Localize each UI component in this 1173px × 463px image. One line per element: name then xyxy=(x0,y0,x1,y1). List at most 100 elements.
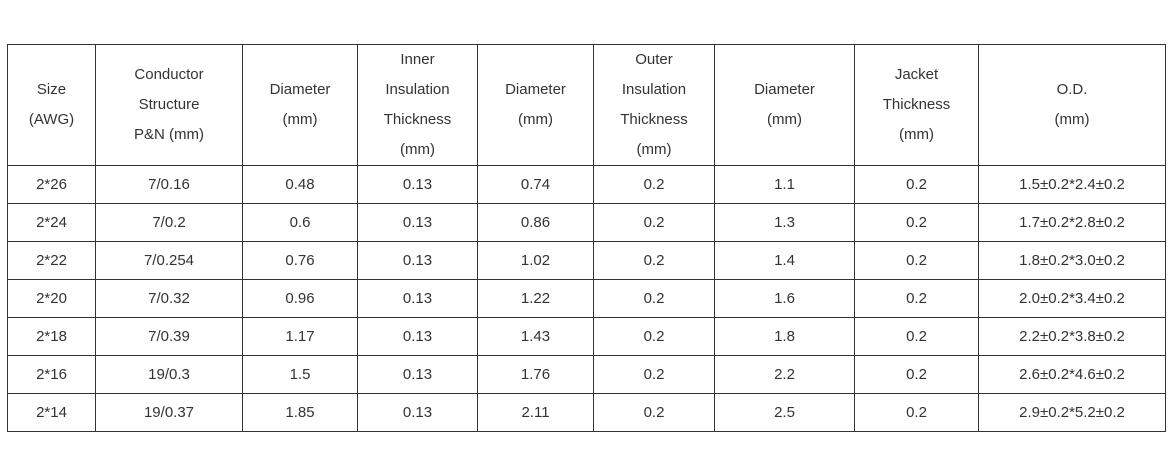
header-line: (mm) xyxy=(400,141,435,158)
header-cell: Diameter (mm) xyxy=(242,44,358,166)
table-row: 2*18 7/0.39 1.17 0.13 1.43 0.2 1.8 0.2 2.2±0.2*3… xyxy=(7,317,1166,356)
header-line: (mm) xyxy=(636,141,672,158)
header-line: O.D. xyxy=(1056,81,1088,98)
table-cell: 2*16 xyxy=(7,355,96,394)
table-cell: 0.2 xyxy=(593,241,715,280)
table-cell: 1.8 xyxy=(714,317,855,356)
table-cell: 0.74 xyxy=(477,165,594,204)
table-body: 2*26 7/0.16 0.48 0.13 0.74 0.2 1.1 0.2 1.5±0.2*2… xyxy=(7,165,1166,432)
table-cell: 0.2 xyxy=(593,165,715,204)
header-cell: Size (AWG) xyxy=(7,44,96,166)
table-cell: 0.2 xyxy=(593,203,715,242)
header-cell: Outer Insulation Thickness (mm) xyxy=(593,44,715,166)
table-cell: 2*22 xyxy=(7,241,96,280)
header-line: (mm) xyxy=(1054,111,1090,128)
header-line: Conductor xyxy=(134,66,204,83)
header-line: Insulation xyxy=(621,81,687,98)
header-cell: Jacket Thickness (mm) xyxy=(854,44,979,166)
header-line: Jacket xyxy=(894,66,939,83)
table-cell: 0.2 xyxy=(854,203,979,242)
header-line: Diameter xyxy=(505,81,566,98)
table-cell: 1.3 xyxy=(714,203,855,242)
table-cell: 0.2 xyxy=(593,279,715,318)
table-cell: 2*24 xyxy=(7,203,96,242)
header-line: Inner xyxy=(400,51,435,68)
table-cell: 19/0.37 xyxy=(95,393,243,432)
table-row: 2*26 7/0.16 0.48 0.13 0.74 0.2 1.1 0.2 1.5±0.2*2… xyxy=(7,165,1166,204)
header-line: Thickness xyxy=(882,96,951,113)
table-cell: 2.11 xyxy=(477,393,594,432)
table-cell: 7/0.32 xyxy=(95,279,243,318)
header-cell: Diameter (mm) xyxy=(477,44,594,166)
table-row: 2*16 19/0.3 1.5 0.13 1.76 0.2 2.2 0.2 2.6±0.2*4.… xyxy=(7,355,1166,394)
table-cell: 1.6 xyxy=(714,279,855,318)
header-cell: Conductor Structure P&N (mm) xyxy=(95,44,243,166)
header-line: Insulation xyxy=(385,81,450,98)
table-cell: 0.2 xyxy=(593,393,715,432)
header-line: (mm) xyxy=(899,126,934,143)
table-cell: 7/0.16 xyxy=(95,165,243,204)
table-cell: 1.76 xyxy=(477,355,594,394)
table-cell: 0.2 xyxy=(854,279,979,318)
table-cell: 7/0.254 xyxy=(95,241,243,280)
table-cell: 1.22 xyxy=(477,279,594,318)
table-cell: 0.13 xyxy=(357,241,478,280)
table-cell: 0.76 xyxy=(242,241,358,280)
table-header: Size (AWG) Conductor Structure P&N (mm) Diame… xyxy=(7,44,1166,166)
header-line: (mm) xyxy=(282,111,318,128)
table-row: 2*24 7/0.2 0.6 0.13 0.86 0.2 1.3 0.2 1.7±0.2*2.8… xyxy=(7,203,1166,242)
header-line: Thickness xyxy=(620,111,688,128)
header-line: Structure xyxy=(138,96,200,113)
table-cell: 0.13 xyxy=(357,355,478,394)
table-cell: 1.1 xyxy=(714,165,855,204)
table-cell: 19/0.3 xyxy=(95,355,243,394)
header-line: (mm) xyxy=(518,111,553,128)
table-cell: 0.13 xyxy=(357,279,478,318)
table-cell: 0.48 xyxy=(242,165,358,204)
table-cell: 1.5 xyxy=(242,355,358,394)
table-row: 2*14 19/0.37 1.85 0.13 2.11 0.2 2.5 0.2 2.9±0.2*… xyxy=(7,393,1166,432)
header-cell: Inner Insulation Thickness (mm) xyxy=(357,44,478,166)
table-cell: 1.85 xyxy=(242,393,358,432)
header-line: (AWG) xyxy=(28,111,75,128)
table-cell: 7/0.2 xyxy=(95,203,243,242)
table-cell: 1.8±0.2*3.0±0.2 xyxy=(978,241,1166,280)
table-cell: 0.13 xyxy=(357,165,478,204)
table-cell: 0.2 xyxy=(854,241,979,280)
table-cell: 2.2±0.2*3.8±0.2 xyxy=(978,317,1166,356)
table-cell: 7/0.39 xyxy=(95,317,243,356)
table-cell: 2*18 xyxy=(7,317,96,356)
table-cell: 0.2 xyxy=(854,355,979,394)
table-cell: 0.13 xyxy=(357,317,478,356)
table-cell: 2.6±0.2*4.6±0.2 xyxy=(978,355,1166,394)
table-row: 2*22 7/0.254 0.76 0.13 1.02 0.2 1.4 0.2 1.8±0.2*… xyxy=(7,241,1166,280)
header-line: Diameter xyxy=(754,81,815,98)
table-cell: 2.2 xyxy=(714,355,855,394)
header-line: Outer xyxy=(635,51,673,68)
header-line: Diameter xyxy=(269,81,331,98)
table-cell: 1.4 xyxy=(714,241,855,280)
table-cell: 0.13 xyxy=(357,203,478,242)
table-cell: 1.5±0.2*2.4±0.2 xyxy=(978,165,1166,204)
header-cell: Diameter (mm) xyxy=(714,44,855,166)
table-cell: 2*26 xyxy=(7,165,96,204)
table-cell: 1.43 xyxy=(477,317,594,356)
table-cell: 0.86 xyxy=(477,203,594,242)
table-cell: 1.7±0.2*2.8±0.2 xyxy=(978,203,1166,242)
header-row: Size (AWG) Conductor Structure P&N (mm) Diame… xyxy=(7,44,1166,166)
table-row: 2*20 7/0.32 0.96 0.13 1.22 0.2 1.6 0.2 2.0±0.2*3… xyxy=(7,279,1166,318)
header-line: Thickness xyxy=(383,111,452,128)
header-cell: O.D. (mm) xyxy=(978,44,1166,166)
table-cell: 0.2 xyxy=(854,317,979,356)
table-cell: 0.2 xyxy=(854,165,979,204)
table-cell: 0.96 xyxy=(242,279,358,318)
header-line: Size xyxy=(36,81,67,98)
table-cell: 0.2 xyxy=(593,355,715,394)
table-cell: 1.17 xyxy=(242,317,358,356)
table-cell: 2*14 xyxy=(7,393,96,432)
header-line: P&N (mm) xyxy=(134,126,204,143)
table-cell: 0.6 xyxy=(242,203,358,242)
spec-table: Size (AWG) Conductor Structure P&N (mm) Diame… xyxy=(7,44,1166,432)
header-line: (mm) xyxy=(767,111,802,128)
